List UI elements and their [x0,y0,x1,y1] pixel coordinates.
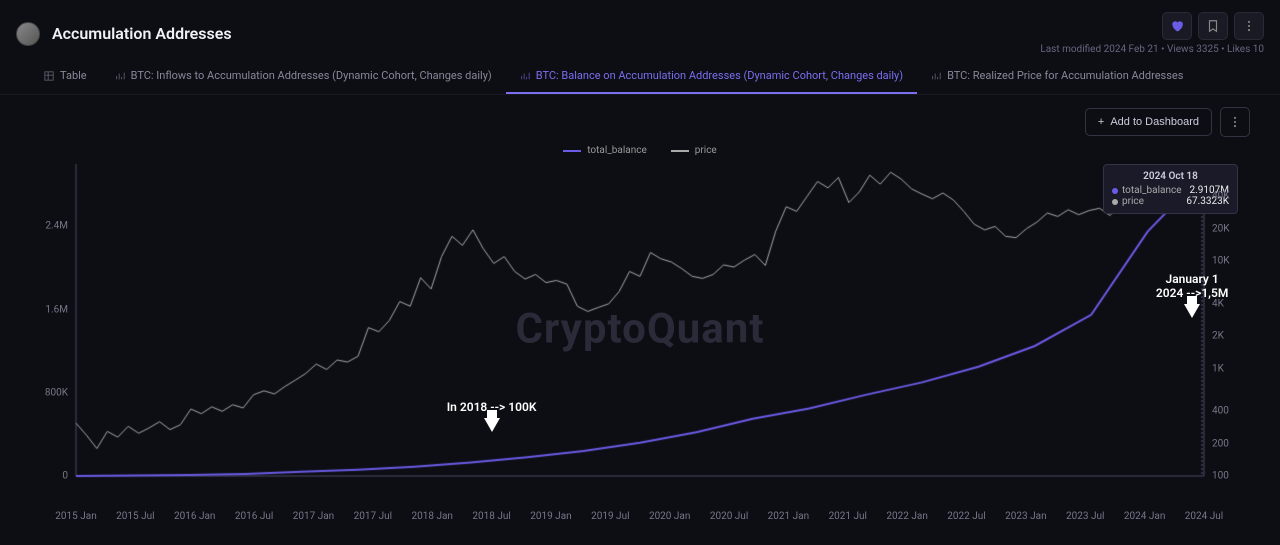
y-axis-left-label: 0 [30,471,68,482]
chart-canvas [30,164,1250,504]
tabs: Table BTC: Inflows to Accumulation Addres… [0,59,1280,95]
x-axis-label: 2016 Jul [235,511,273,522]
more-button[interactable] [1234,12,1264,40]
x-axis-label: 2023 Jan [1005,511,1046,522]
x-axis-label: 2018 Jan [411,511,452,522]
add-to-dashboard-button[interactable]: + Add to Dashboard [1085,108,1212,136]
x-axis-label: 2024 Jan [1124,511,1165,522]
x-axis-label: 2016 Jan [174,511,215,522]
x-axis-label: 2023 Jul [1066,511,1104,522]
plus-icon: + [1098,116,1104,128]
y-axis-left-label: 800K [30,387,68,398]
x-axis-label: 2020 Jan [649,511,690,522]
legend-item-price[interactable]: price [671,145,717,156]
tab-label: BTC: Balance on Accumulation Addresses (… [536,69,903,82]
y-axis-right-label: 20K [1212,223,1250,234]
y-axis-right-label: 200 [1212,438,1250,449]
x-axis-label: 2019 Jul [591,511,629,522]
y-axis-right-label: 100 [1212,471,1250,482]
x-axis-label: 2015 Jul [116,511,154,522]
tab-label: BTC: Inflows to Accumulation Addresses (… [131,69,492,82]
legend-item-balance[interactable]: total_balance [563,145,647,156]
avatar[interactable] [16,22,40,46]
x-axis-label: 2022 Jan [886,511,927,522]
y-axis-left-label: 2.4M [30,221,68,232]
add-to-dashboard-label: Add to Dashboard [1110,116,1199,128]
x-axis-label: 2017 Jan [293,511,334,522]
legend: total_balance price [0,141,1280,164]
x-axis-label: 2017 Jul [354,511,392,522]
tab-chart[interactable]: BTC: Inflows to Accumulation Addresses (… [101,59,506,94]
meta-text: Last modified 2024 Feb 21 • Views 3325 •… [1040,44,1264,55]
like-button[interactable] [1162,12,1192,40]
legend-label: total_balance [587,145,647,156]
x-axis-label: 2021 Jan [768,511,809,522]
y-axis-right-label: 1K [1212,363,1250,374]
x-axis-label: 2020 Jul [710,511,748,522]
x-axis-label: 2019 Jan [530,511,571,522]
y-axis-left-label: 1.6M [30,304,68,315]
y-axis-right-label: 4K [1212,298,1250,309]
x-axis-label: 2018 Jul [472,511,510,522]
tab-chart[interactable]: BTC: Balance on Accumulation Addresses (… [506,59,917,94]
y-axis-right-label: 10K [1212,256,1250,267]
x-axis-label: 2022 Jul [947,511,985,522]
chart-tooltip: 2024 Oct 18total_balance2.9107Mprice67.3… [1103,164,1238,214]
legend-label: price [695,145,717,156]
tab-table[interactable]: Table [30,59,101,94]
chart-more-button[interactable] [1220,107,1250,137]
y-axis-right-label: 400 [1212,406,1250,417]
y-axis-right-label: 2K [1212,331,1250,342]
page-title: Accumulation Addresses [52,24,232,43]
chart-area[interactable]: CryptoQuant 2024 Oct 18total_balance2.91… [30,164,1250,504]
tab-label: Table [60,69,87,82]
x-axis-label: 2015 Jan [55,511,96,522]
x-axis-label: 2024 Jul [1185,511,1223,522]
tab-chart[interactable]: BTC: Realized Price for Accumulation Add… [917,59,1197,94]
bookmark-button[interactable] [1198,12,1228,40]
y-axis-right-label: 40K [1212,191,1250,202]
x-axis-label: 2021 Jul [829,511,867,522]
tab-label: BTC: Realized Price for Accumulation Add… [947,69,1183,82]
